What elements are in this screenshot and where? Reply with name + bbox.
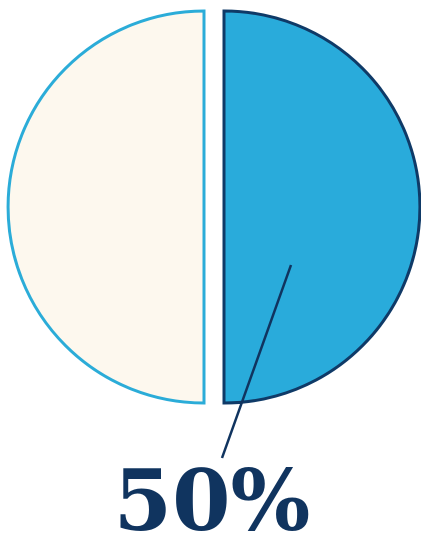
data-label-percent: 50%	[114, 451, 311, 541]
pie-slice-remainder	[6, 9, 206, 405]
pie-slice-highlighted	[222, 9, 421, 405]
data-label-leader-line	[220, 264, 293, 459]
pie-slices	[6, 9, 421, 405]
